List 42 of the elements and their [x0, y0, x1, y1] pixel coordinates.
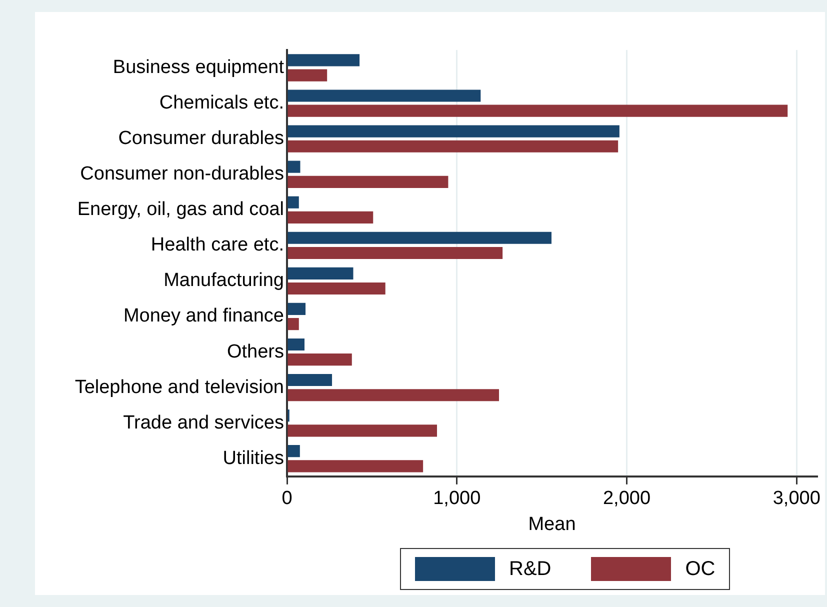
- x-tick-label: 1,000: [433, 488, 481, 510]
- bar: [288, 54, 360, 66]
- bar: [288, 267, 354, 280]
- y-tick-label: Telephone and television: [74, 376, 284, 398]
- y-tick-label: Energy, oil, gas and coal: [77, 199, 284, 220]
- y-tick-label: Consumer non-durables: [80, 164, 284, 185]
- bar: [288, 232, 552, 244]
- y-tick-label: Trade and services: [123, 412, 284, 434]
- bar: [288, 354, 352, 366]
- bar: [288, 374, 332, 386]
- bar: [288, 246, 503, 260]
- y-tick-label: Health care etc.: [150, 234, 284, 256]
- bar: [288, 176, 448, 188]
- y-tick-label: Others: [226, 341, 284, 362]
- x-tick-label: 2,000: [602, 488, 651, 510]
- y-tick-label: Chemicals etc.: [159, 92, 284, 114]
- bar: [288, 302, 306, 315]
- bar: [288, 445, 300, 458]
- bar: [288, 90, 481, 102]
- x-tick-label: 3,000: [772, 488, 820, 510]
- y-tick-label: Utilities: [222, 448, 284, 469]
- bar: [288, 160, 300, 173]
- bar: [288, 211, 374, 224]
- bar: [288, 196, 299, 208]
- legend-label: R&D: [509, 558, 552, 580]
- bar: [288, 69, 328, 82]
- y-tick-label: Business equipment: [112, 57, 285, 78]
- bar: [288, 104, 788, 117]
- bar: [288, 338, 304, 351]
- x-axis-title: Mean: [528, 514, 576, 535]
- y-tick-label: Manufacturing: [164, 270, 284, 292]
- bar: [288, 282, 386, 295]
- y-tick-label: Consumer durables: [118, 128, 284, 150]
- bar: [288, 460, 424, 472]
- bar: [288, 318, 299, 330]
- bar: [288, 389, 499, 402]
- bar: [288, 424, 437, 437]
- x-tick-label: 0: [282, 488, 292, 510]
- legend-label: OC: [685, 558, 716, 580]
- bar: [288, 140, 618, 152]
- bar: [288, 125, 620, 138]
- y-tick-label: Money and finance: [123, 306, 284, 327]
